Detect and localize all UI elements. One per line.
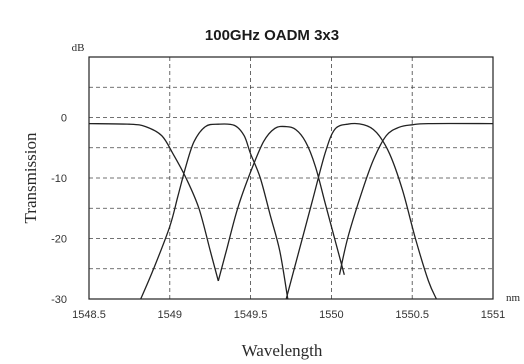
series-line-3 — [217, 125, 345, 282]
series-line-4 — [285, 122, 437, 299]
y-unit-label: dB — [72, 42, 85, 54]
grid — [89, 57, 493, 299]
y-axis-label: Transmission — [21, 132, 40, 224]
x-tick-label: 1548.5 — [72, 309, 106, 321]
series-line-1 — [89, 122, 219, 282]
y-tick-label: -10 — [51, 173, 67, 185]
tick-labels: 1548.5 1549 1549.5 1550 1550.5 1551 0 -10 -20 -30 — [51, 113, 505, 322]
x-tick-label: 1549.5 — [234, 309, 268, 321]
x-axis-label: Wavelength — [242, 341, 323, 360]
x-unit-label: nm — [506, 292, 521, 304]
y-tick-label: -20 — [51, 234, 67, 246]
x-tick-label: 1549 — [158, 309, 182, 321]
plot-frame — [88, 56, 494, 300]
chart-title: 100GHz OADM 3x3 — [205, 27, 339, 44]
x-tick-label: 1550 — [319, 309, 343, 321]
series-line-5 — [338, 122, 493, 275]
y-tick-label: -30 — [51, 294, 67, 306]
y-tick-label: 0 — [61, 113, 67, 125]
series-line-2 — [140, 123, 289, 299]
x-tick-label: 1550.5 — [395, 309, 429, 321]
series-group — [89, 122, 493, 299]
x-tick-label: 1551 — [481, 309, 505, 321]
